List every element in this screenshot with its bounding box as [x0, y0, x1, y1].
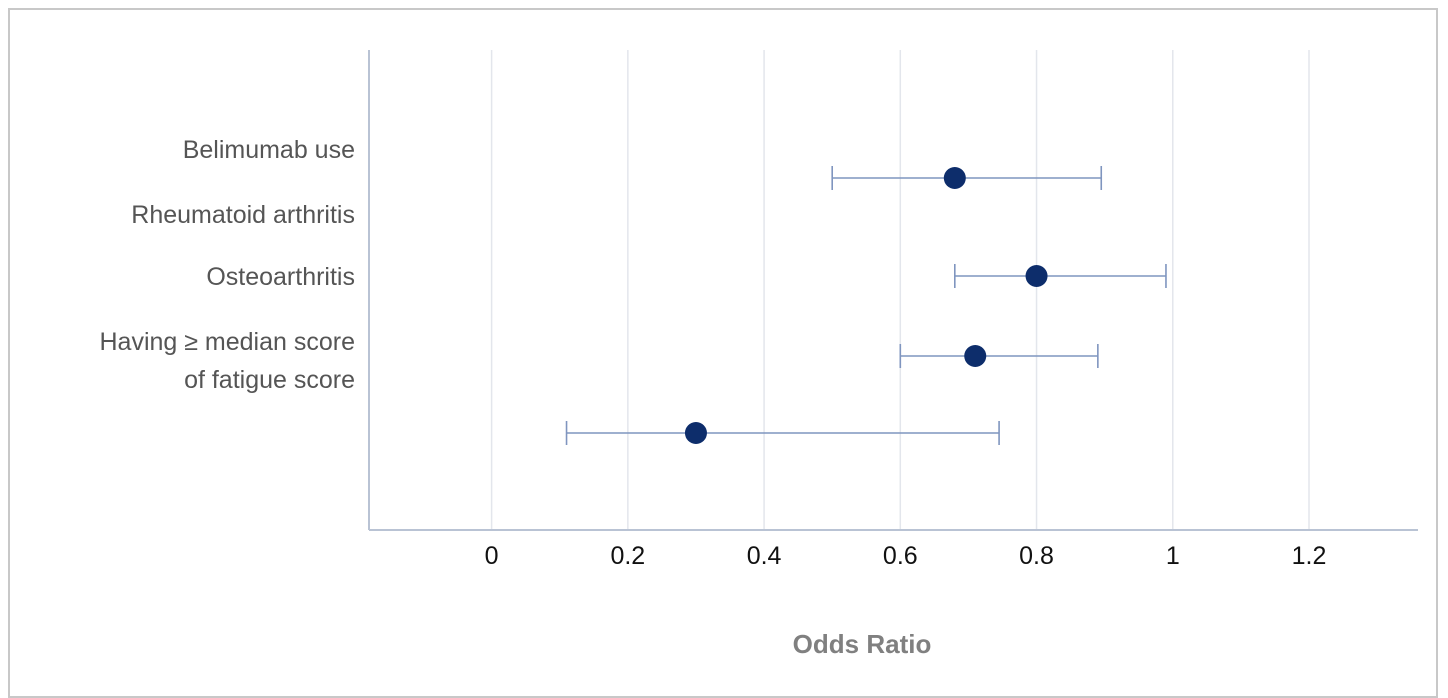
x-tick-label: 0.6: [883, 542, 918, 570]
x-tick-label: 1.2: [1292, 542, 1327, 570]
x-tick-label: 0.4: [747, 542, 782, 570]
x-tick-label: 0.2: [610, 542, 645, 570]
row-labels: Belimumab use Rheumatoid arthritis Osteoar…: [99, 136, 355, 394]
axes: [368, 50, 1418, 531]
gridlines: [490, 50, 1310, 530]
row-label: Rheumatoid arthritis: [131, 201, 355, 229]
row-label: of fatigue score: [184, 366, 355, 394]
odds-ratio-point: [964, 345, 987, 367]
row-label: Belimumab use: [183, 136, 355, 164]
row-label: Having ≥ median score: [99, 328, 355, 356]
x-tick-label: 1: [1166, 542, 1180, 570]
odds-ratio-point: [943, 167, 966, 189]
x-tick-labels: 0 0.2 0.4 0.6 0.8 1 1.2: [485, 542, 1327, 570]
x-tick-label: 0.8: [1019, 542, 1054, 570]
x-tick-label: 0: [485, 542, 499, 570]
x-axis-title: Odds Ratio: [793, 629, 932, 659]
row-label: Osteoarthritis: [206, 263, 355, 291]
data-marks: [565, 166, 1167, 445]
odds-ratio-point: [1025, 265, 1048, 287]
odds-ratio-point: [684, 422, 707, 444]
